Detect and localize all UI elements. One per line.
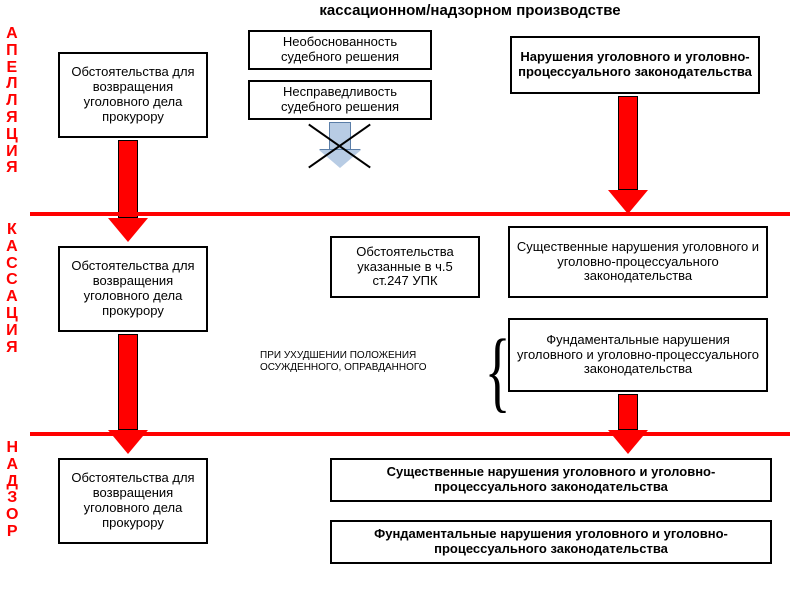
box-cass-return: Обстоятельства для возвращения уголовног… — [58, 246, 208, 332]
box-unfounded: Необоснованность судебного решения — [248, 30, 432, 70]
divider-1 — [30, 212, 790, 216]
brace-icon: { — [485, 340, 511, 403]
note-worsening: ПРИ УХУДШЕНИИ ПОЛОЖЕНИЯ ОСУЖДЕННОГО, ОПР… — [260, 350, 470, 374]
label-appeal: АПЕЛЛЯЦИЯ — [6, 26, 18, 177]
label-cassation: КАССАЦИЯ — [6, 222, 18, 356]
box-violations: Нарушения уголовного и уголовно-процессу… — [510, 36, 760, 94]
box-sup-return: Обстоятельства для возвращения уголовног… — [58, 458, 208, 544]
box-substantial-sup: Существенные нарушения уголовного и угол… — [330, 458, 772, 502]
label-supervision: НАДЗОР — [6, 440, 18, 541]
box-unfair: Несправедливость судебного решения — [248, 80, 432, 120]
divider-2 — [30, 432, 790, 436]
diagram-title: кассационном/надзорном производстве — [280, 2, 660, 19]
box-fundamental-cass: Фундаментальные нарушения уголовного и у… — [508, 318, 768, 392]
box-art247: Обстоятельства указанные в ч.5 ст.247 УП… — [330, 236, 480, 298]
box-substantial-cass: Существенные нарушения уголовного и угол… — [508, 226, 768, 298]
box-appeal-return: Обстоятельства для возвращения уголовног… — [58, 52, 208, 138]
box-fundamental-sup: Фундаментальные нарушения уголовного и у… — [330, 520, 772, 564]
